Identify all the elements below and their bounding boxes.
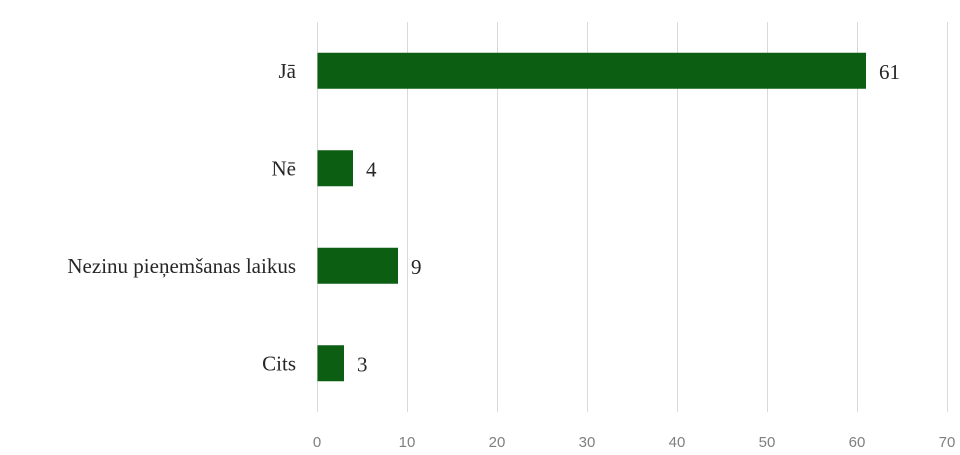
x-tick-label: 60: [849, 434, 866, 451]
bar: [317, 247, 398, 284]
category-label: Jā: [279, 59, 297, 83]
x-tick-label: 20: [489, 434, 506, 451]
category-label: Nezinu pieņemšanas laikus: [67, 254, 296, 278]
data-label: 4: [366, 157, 377, 181]
category-label: Nē: [272, 156, 297, 180]
x-tick-label: 30: [579, 434, 596, 451]
x-tick-label: 40: [669, 434, 686, 451]
bar: [317, 52, 866, 89]
x-tick-label: 50: [759, 434, 776, 451]
x-axis-tick-labels: 0 10 20 30 40 50 60 70: [313, 434, 956, 451]
data-label: 61: [879, 60, 900, 84]
data-label: 3: [357, 352, 368, 376]
data-labels: 61 4 9 3: [357, 60, 900, 377]
category-label: Cits: [262, 351, 296, 375]
bars: [317, 52, 866, 382]
category-labels: Jā Nē Nezinu pieņemšanas laikus Cits: [67, 59, 296, 376]
x-tick-label: 0: [313, 434, 321, 451]
x-tick-label: 10: [399, 434, 416, 451]
x-tick-label: 70: [939, 434, 956, 451]
bar: [317, 150, 353, 187]
bar: [317, 345, 344, 382]
data-label: 9: [411, 255, 422, 279]
